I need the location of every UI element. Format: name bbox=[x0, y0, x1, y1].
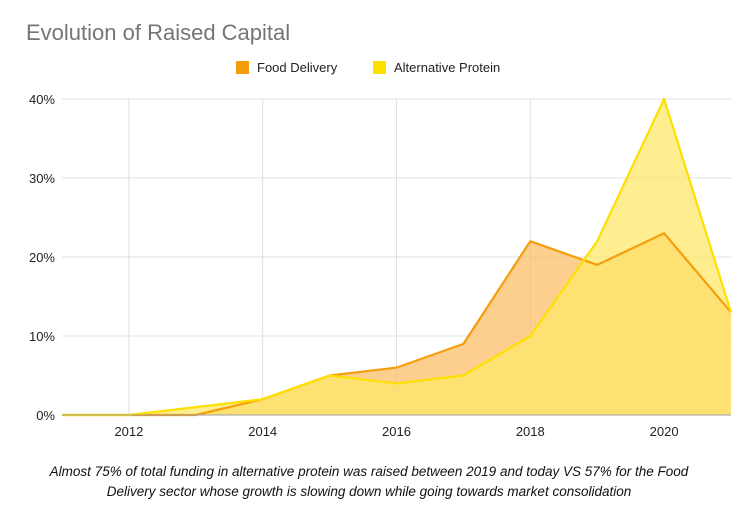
x-axis-ticks: 2012 2014 2016 2018 2020 bbox=[114, 424, 678, 439]
y-axis-ticks: 0% 10% 20% 30% 40% bbox=[29, 92, 55, 423]
area-chart: Evolution of Raised Capital Food Deliver… bbox=[26, 20, 733, 439]
y-tick-label: 30% bbox=[29, 171, 55, 186]
caption-line-1: Almost 75% of total funding in alternati… bbox=[49, 464, 689, 479]
x-tick-label: 2012 bbox=[114, 424, 143, 439]
legend-swatch-alternative-protein bbox=[373, 61, 386, 74]
x-tick-label: 2018 bbox=[516, 424, 545, 439]
legend-label-food-delivery: Food Delivery bbox=[257, 60, 338, 75]
x-tick-label: 2020 bbox=[650, 424, 679, 439]
y-tick-label: 40% bbox=[29, 92, 55, 107]
y-tick-label: 0% bbox=[36, 408, 55, 423]
caption-line-2: Delivery sector whose growth is slowing … bbox=[106, 484, 632, 499]
line-alternative-protein bbox=[62, 97, 733, 417]
x-tick-label: 2016 bbox=[382, 424, 411, 439]
y-tick-label: 10% bbox=[29, 329, 55, 344]
series-areas bbox=[62, 99, 731, 415]
legend: Food Delivery Alternative Protein bbox=[236, 60, 500, 75]
chart-caption: Almost 75% of total funding in alternati… bbox=[0, 462, 738, 502]
chart-title: Evolution of Raised Capital bbox=[26, 20, 290, 45]
legend-swatch-food-delivery bbox=[236, 61, 249, 74]
legend-label-alternative-protein: Alternative Protein bbox=[394, 60, 500, 75]
area-alternative-protein bbox=[62, 99, 731, 415]
y-tick-label: 20% bbox=[29, 250, 55, 265]
x-tick-label: 2014 bbox=[248, 424, 277, 439]
